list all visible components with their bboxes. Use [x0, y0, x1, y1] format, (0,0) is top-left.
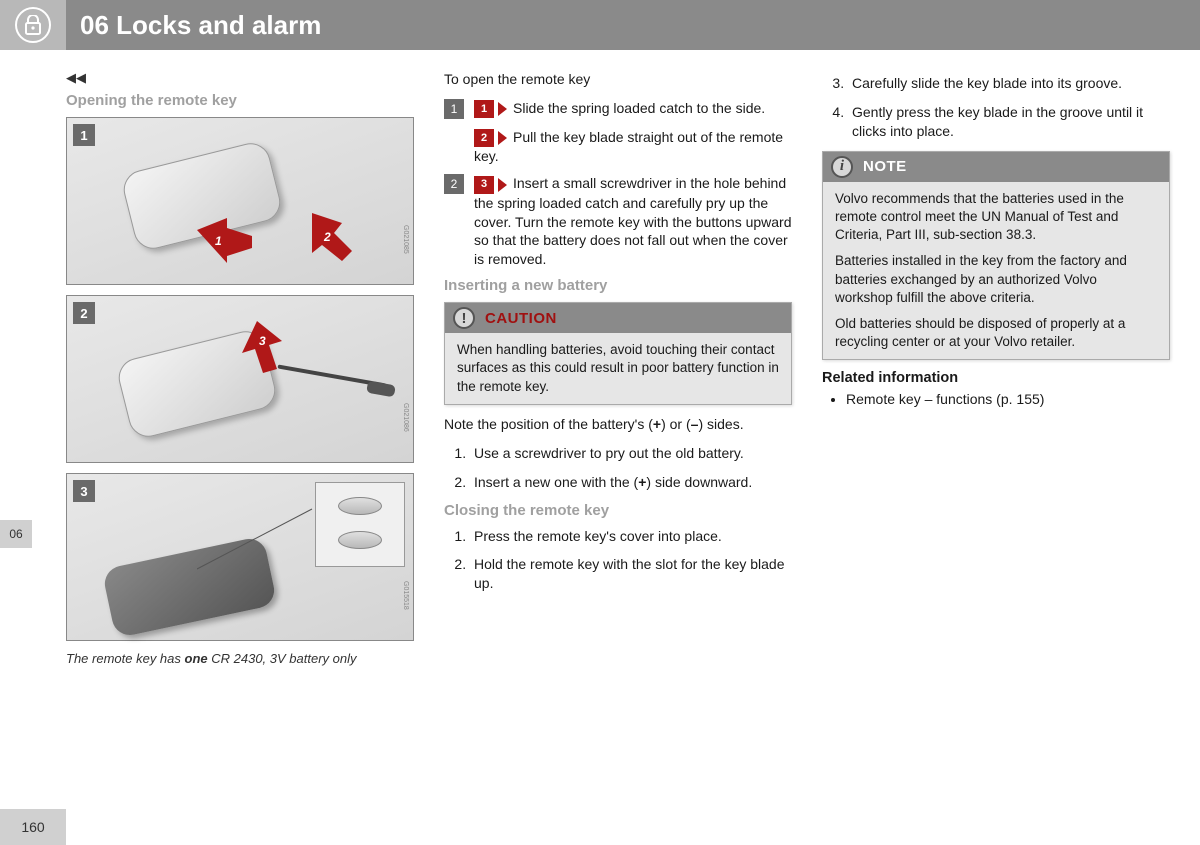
step-1: 1 1Slide the spring loaded catch to the …	[444, 99, 792, 166]
figure-3: 3 G015518	[66, 473, 414, 641]
content-columns: ◀◀ Opening the remote key 1 1 2 G021085 …	[0, 50, 1200, 668]
heading-closing: Closing the remote key	[444, 502, 792, 519]
step-2-text: 3Insert a small screwdriver in the hole …	[474, 174, 792, 269]
figure-2-number: 2	[73, 302, 95, 324]
heading-insert-battery: Inserting a new battery	[444, 277, 792, 294]
svg-text:1: 1	[215, 234, 222, 248]
info-icon: i	[831, 156, 853, 178]
header-icon-box	[0, 0, 66, 50]
exclamation-icon: !	[453, 307, 475, 329]
svg-text:2: 2	[323, 230, 331, 244]
continued-marker: ◀◀	[66, 70, 414, 86]
figure-2-code: G021086	[402, 403, 409, 432]
closing-steps: Press the remote key's cover into place.…	[444, 527, 792, 594]
figure-2: 2 3 G021086	[66, 295, 414, 463]
side-tab: 06	[0, 520, 32, 548]
figure-1-code: G021085	[402, 225, 409, 254]
related-list: Remote key – functions (p. 155)	[822, 390, 1170, 410]
closing-step-1: Press the remote key's cover into place.	[470, 527, 792, 546]
related-heading: Related information	[822, 370, 1170, 386]
closing-step-4: Gently press the key blade in the groove…	[848, 103, 1170, 141]
chapter-header: 06 Locks and alarm	[0, 0, 1200, 50]
svg-text:3: 3	[259, 334, 266, 348]
caution-title: CAUTION	[485, 310, 557, 327]
figure-3-code: G015518	[402, 581, 409, 610]
lock-icon	[15, 7, 51, 43]
caution-body: When handling batteries, avoid touching …	[445, 333, 791, 404]
column-1: ◀◀ Opening the remote key 1 1 2 G021085 …	[66, 70, 414, 668]
insert-step-1: Use a screwdriver to pry out the old bat…	[470, 444, 792, 463]
note-box: i NOTE Volvo recommends that the batteri…	[822, 151, 1170, 361]
step-1-text: 1Slide the spring loaded catch to the si…	[474, 99, 792, 166]
open-intro: To open the remote key	[444, 70, 792, 89]
heading-opening: Opening the remote key	[66, 92, 414, 109]
chapter-title: 06 Locks and alarm	[80, 10, 321, 41]
note-title: NOTE	[863, 158, 907, 175]
insert-step-2: Insert a new one with the (+) side downw…	[470, 473, 792, 492]
caution-head: ! CAUTION	[445, 303, 791, 333]
page-number: 160	[0, 809, 66, 845]
step-1-badge: 1	[444, 99, 464, 119]
note-body: Volvo recommends that the batteries used…	[823, 182, 1169, 360]
red-badge-3: 3	[474, 176, 494, 194]
figure-1: 1 1 2 G021085	[66, 117, 414, 285]
column-2: To open the remote key 1 1Slide the spri…	[444, 70, 792, 668]
figure-3-number: 3	[73, 480, 95, 502]
related-item-1: Remote key – functions (p. 155)	[846, 390, 1170, 410]
red-arrow-icon	[498, 178, 507, 192]
battery-position-note: Note the position of the battery's (+) o…	[444, 415, 792, 434]
red-badge-1: 1	[474, 100, 494, 118]
insert-steps: Use a screwdriver to pry out the old bat…	[444, 444, 792, 492]
column-3: Carefully slide the key blade into its g…	[822, 70, 1170, 668]
step-2: 2 3Insert a small screwdriver in the hol…	[444, 174, 792, 269]
closing-steps-cont: Carefully slide the key blade into its g…	[822, 74, 1170, 141]
step-2-badge: 2	[444, 174, 464, 194]
closing-step-3: Carefully slide the key blade into its g…	[848, 74, 1170, 93]
closing-step-2: Hold the remote key with the slot for th…	[470, 555, 792, 593]
caution-box: ! CAUTION When handling batteries, avoid…	[444, 302, 792, 405]
red-badge-2: 2	[474, 129, 494, 147]
note-head: i NOTE	[823, 152, 1169, 182]
red-arrow-icon	[498, 131, 507, 145]
red-arrow-icon	[498, 102, 507, 116]
header-title-box: 06 Locks and alarm	[66, 0, 1200, 50]
figure-1-number: 1	[73, 124, 95, 146]
figure-3-caption: The remote key has one CR 2430, 3V batte…	[66, 651, 414, 668]
battery-inset	[315, 482, 405, 567]
